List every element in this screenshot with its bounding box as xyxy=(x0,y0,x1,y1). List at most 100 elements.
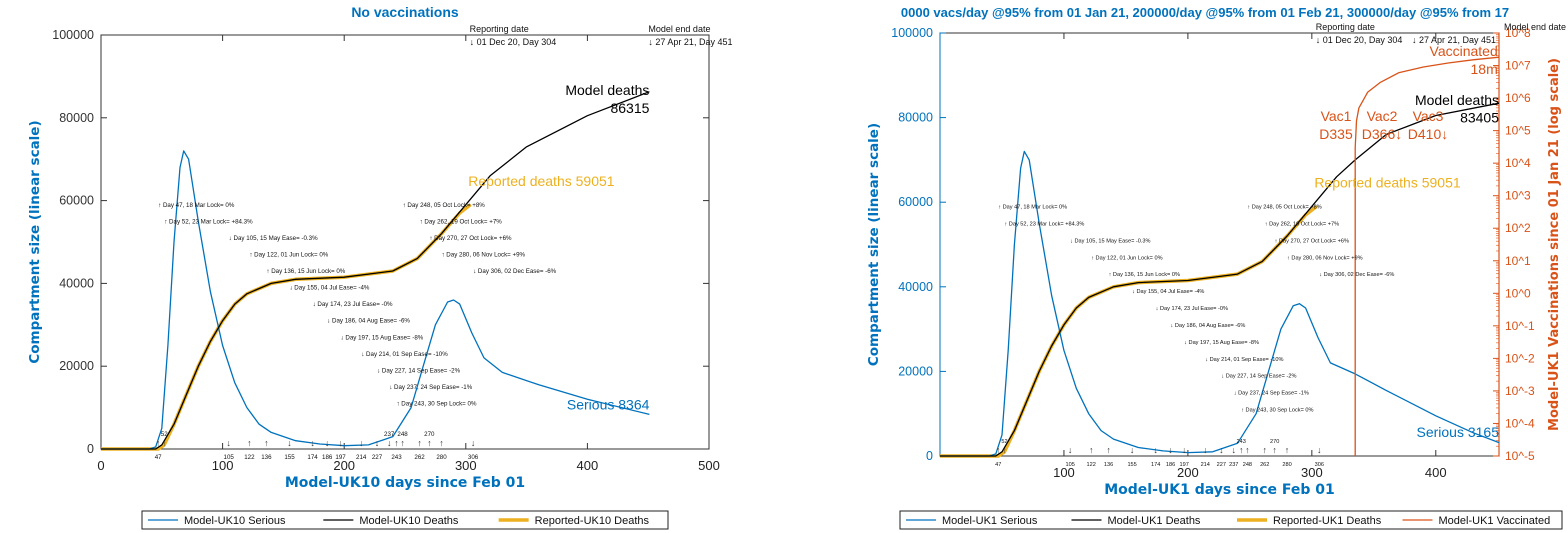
intervention-annotation: ↑ Day 122, 01 Jun Lock= 0% xyxy=(1091,255,1162,261)
x-tick-label: 200 xyxy=(1177,465,1199,480)
legend-item: Model-UK10 Deaths xyxy=(359,515,459,527)
x-tick-label: 400 xyxy=(1425,465,1447,480)
intervention-annotation: ↑ Day 248, 05 Oct Lock= +8% xyxy=(403,202,486,209)
x-axis-label: Model-UK1 days since Feb 01 xyxy=(1104,482,1335,498)
intervention-arrow: ↑ xyxy=(1262,445,1267,455)
y-right-tick-label: 10^-2 xyxy=(1505,351,1535,365)
series-line-model-uk1-vaccinated xyxy=(1354,56,1500,456)
intervention-arrow: ↑ xyxy=(1239,445,1244,455)
x-tick-label: 100 xyxy=(1053,465,1075,480)
legend-item: Model-UK1 Deaths xyxy=(1108,515,1201,527)
intervention-day-label: 122 xyxy=(244,454,255,461)
intervention-day-label: 105 xyxy=(1065,462,1074,468)
intervention-arrow: ↑ xyxy=(1089,445,1094,455)
intervention-day-label: 243 xyxy=(1237,439,1246,445)
intervention-arrow: ↑ xyxy=(417,438,422,448)
intervention-arrow: ↓ xyxy=(1068,445,1073,455)
y-right-tick-label: 10^-1 xyxy=(1505,319,1535,333)
chart-title: No vaccinations xyxy=(351,4,459,20)
intervention-annotation: ↓ Day 214, 01 Sep Ease= -10% xyxy=(361,351,448,358)
y-right-tick-label: 10^0 xyxy=(1505,286,1531,300)
reporting-date-value: ↓ 01 Dec 20, Day 304 xyxy=(470,37,557,47)
y-right-tick-label: 10^6 xyxy=(1505,91,1531,105)
y-right-tick-label: 10^-4 xyxy=(1505,416,1535,430)
intervention-arrow: ↑ xyxy=(1272,445,1277,455)
intervention-arrow: ↑ xyxy=(400,438,405,448)
x-tick-label: 0 xyxy=(97,458,104,473)
intervention-annotation: ↑ Day 122, 01 Jun Lock= 0% xyxy=(249,251,328,258)
intervention-annotation: ↓ Day 155, 04 Jul Ease= -4% xyxy=(1132,289,1204,295)
intervention-annotation: ↓ Day 174, 23 Jul Ease= -0% xyxy=(1156,306,1228,312)
y-tick-label: 0 xyxy=(926,449,933,463)
intervention-arrow: ↓ xyxy=(325,438,330,448)
legend-item: Model-UK1 Serious xyxy=(942,515,1038,527)
y-right-tick-label: 10^-3 xyxy=(1505,384,1535,398)
y-axis-label: Compartment size (linear scale) xyxy=(866,123,882,366)
y-right-tick-label: 10^-5 xyxy=(1505,449,1535,463)
intervention-arrow: ↓ xyxy=(1153,445,1158,455)
y-right-tick-label: 10^7 xyxy=(1505,59,1531,73)
intervention-arrow: ↓ xyxy=(1317,445,1322,455)
intervention-arrow: ↑ xyxy=(247,438,252,448)
intervention-arrow: ↑ xyxy=(1285,445,1290,455)
intervention-arrow: ↓ xyxy=(338,438,343,448)
intervention-arrow: ↑ xyxy=(156,438,161,448)
reporting-date-label: Reporting date xyxy=(470,24,529,34)
intervention-arrow: ↑ xyxy=(394,438,399,448)
y-right-tick-label: 10^8 xyxy=(1505,26,1531,40)
intervention-arrow: ↓ xyxy=(1182,445,1187,455)
intervention-annotation: ↑ Day 243, 30 Sep Lock= 0% xyxy=(396,401,476,408)
intervention-annotation: ↓ Day 227, 14 Sep Ease= -2% xyxy=(377,367,461,374)
series-line-model-uk10-deaths xyxy=(101,91,650,450)
chart-1: No vaccinations 0 100 200 300 400 500 0 20000 400… xyxy=(27,4,732,530)
y-tick-label: 60000 xyxy=(898,195,933,209)
intervention-arrow: ↑ xyxy=(996,445,1001,455)
x-tick-label: 300 xyxy=(1301,465,1323,480)
legend-item: Model-UK10 Serious xyxy=(184,515,286,527)
vac-phase-day: D410↓ xyxy=(1408,126,1448,142)
y-right-tick-label: 10^5 xyxy=(1505,124,1531,138)
y-tick-label: 80000 xyxy=(59,111,94,125)
intervention-annotation: ↓ Day 105, 15 May Ease= -0.3% xyxy=(1070,238,1150,244)
legend-box xyxy=(141,510,669,530)
intervention-day-label: 52 xyxy=(161,431,168,438)
intervention-annotation: ↓ Day 227, 14 Sep Ease= -2% xyxy=(1221,374,1296,380)
y-tick-label: 40000 xyxy=(59,276,94,290)
intervention-annotation: ↓ Day 186, 04 Aug Ease= -6% xyxy=(1171,323,1246,329)
serious-label: Serious 8364 xyxy=(567,397,650,413)
model-deaths-label: Model deaths xyxy=(565,82,649,98)
intervention-annotation: ↑ Day 52, 23 Mar Lock= +84.3% xyxy=(164,218,253,225)
intervention-annotation: ↑ Day 270, 27 Oct Lock= +6% xyxy=(429,235,512,242)
intervention-arrow: ↑ xyxy=(162,438,167,448)
reporting-date-value: ↓ 01 Dec 20, Day 304 xyxy=(1316,35,1403,45)
intervention-arrow: ↑ xyxy=(427,438,432,448)
intervention-day-label: 280 xyxy=(1282,462,1291,468)
y-tick-label: 0 xyxy=(87,442,94,456)
legend-item: Reported-UK10 Deaths xyxy=(535,515,650,527)
intervention-annotation: ↑ Day 280, 06 Nov Lock= +9% xyxy=(441,251,525,258)
y-axis-label: Compartment size (linear scale) xyxy=(27,120,43,363)
intervention-day-label: 270 xyxy=(424,431,435,438)
intervention-annotation: ↑ Day 262, 19 Oct Lock= +7% xyxy=(420,218,503,225)
intervention-arrow: ↓ xyxy=(226,438,231,448)
vac-phase-day: D335 xyxy=(1319,126,1353,142)
vac-phase-day: D366↓ xyxy=(1362,126,1402,142)
intervention-annotation: ↑ Day 262, 19 Oct Lock= +7% xyxy=(1265,221,1339,227)
intervention-day-label: 227 xyxy=(372,454,383,461)
intervention-annotation: ↑ Day 248, 05 Oct Lock= +8% xyxy=(1247,205,1321,211)
plot-area xyxy=(100,34,710,450)
series-line-model-uk1-serious xyxy=(940,150,1500,457)
intervention-annotation: ↓ Day 214, 01 Sep Ease= -10% xyxy=(1205,357,1283,363)
y-tick-label: 100000 xyxy=(52,28,94,42)
intervention-arrow: ↓ xyxy=(375,438,380,448)
model-end-date-label: Model end date xyxy=(648,24,710,34)
intervention-annotation: ↓ Day 174, 23 Jul Ease= -0% xyxy=(313,301,393,308)
intervention-day-label: 237 xyxy=(384,431,395,438)
intervention-day-label: 186 xyxy=(322,454,333,461)
intervention-day-label: 248 xyxy=(1243,462,1252,468)
intervention-annotation: ↓ Day 237, 24 Sep Ease= -1% xyxy=(389,384,473,391)
intervention-day-label: 306 xyxy=(1315,462,1324,468)
intervention-arrow: ↓ xyxy=(359,438,364,448)
intervention-arrow: ↑ xyxy=(1245,445,1250,455)
